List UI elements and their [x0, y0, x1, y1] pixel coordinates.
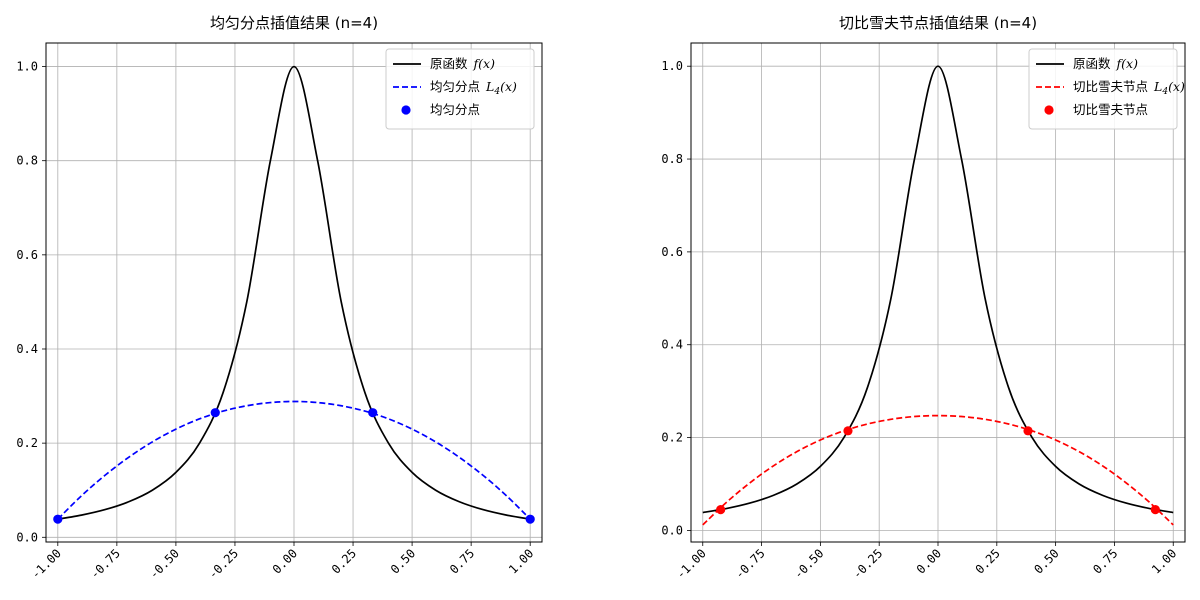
interpolation-node-point	[53, 514, 63, 524]
legend-math-argument: (x)	[500, 79, 517, 94]
y-tick-label: 1.0	[661, 59, 683, 73]
original-function-curve	[57, 65, 531, 521]
interpolation-node-point	[368, 408, 378, 418]
y-tick-label: 1.0	[16, 60, 38, 74]
chart-title: 均匀分点插值结果 (n=4)	[210, 14, 378, 32]
interpolation-node-point	[716, 504, 726, 515]
y-tick-label: 0.8	[661, 152, 683, 166]
y-tick-label: 0.6	[16, 248, 38, 262]
legend-box	[385, 48, 535, 130]
legend-label: 原函数 f(x)	[430, 56, 495, 71]
y-tick-label: 0.8	[16, 154, 38, 168]
legend-math-argument: (x)	[1121, 56, 1138, 71]
series-group	[53, 65, 535, 524]
interpolation-curve	[57, 400, 531, 520]
interpolation-node-point	[843, 426, 853, 436]
interpolation-node-point	[525, 514, 535, 524]
legend-math: L	[1153, 79, 1162, 94]
y-tick-label: 0.4	[16, 342, 38, 356]
interpolation-curve	[702, 414, 1174, 526]
y-tick-label: 0.0	[661, 523, 683, 537]
legend-label: 均匀分点	[430, 102, 480, 117]
y-tick-label: 0.4	[661, 338, 683, 352]
legend-math-subscript: 4	[1161, 87, 1168, 97]
legend: 原函数 f(x)均匀分点 L4(x)均匀分点	[385, 48, 535, 130]
y-tick-label: 0.0	[16, 530, 38, 544]
legend-label: 切比雪夫节点 L4(x)	[1073, 79, 1185, 97]
interpolation-node-point	[210, 408, 220, 418]
legend-math: L	[485, 79, 494, 94]
original-function-curve	[702, 65, 1174, 514]
legend-math-subscript: 4	[493, 87, 500, 97]
y-tick-label: 0.6	[661, 245, 683, 259]
legend-math: f	[1116, 56, 1124, 71]
interpolation-node-point	[1023, 426, 1033, 436]
legend-math: f	[473, 56, 481, 71]
interpolation-node-point	[1150, 504, 1160, 515]
legend-box	[1028, 48, 1178, 130]
legend-math-argument: (x)	[1168, 79, 1185, 94]
series-group	[702, 65, 1174, 526]
legend-math-argument: (x)	[478, 56, 495, 71]
y-tick-label: 0.2	[16, 436, 38, 450]
legend-marker	[1044, 105, 1054, 115]
y-tick-label: 0.2	[661, 431, 683, 445]
legend-label: 切比雪夫节点	[1073, 102, 1148, 117]
legend-marker	[401, 105, 411, 115]
legend-label: 原函数 f(x)	[1073, 56, 1138, 71]
chart-title: 切比雪夫节点插值结果 (n=4)	[839, 14, 1037, 32]
legend: 原函数 f(x) 切比雪夫节点 L4(x) 切比雪夫节点	[1028, 48, 1185, 130]
